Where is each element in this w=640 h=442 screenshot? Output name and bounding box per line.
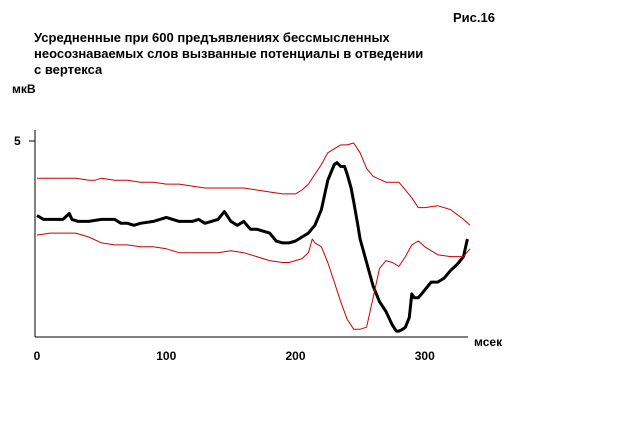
series-line-mean [36, 161, 469, 333]
series-line-upper [37, 142, 471, 226]
y-tick-label: 5 [14, 134, 21, 148]
figure-label: Рис.16 [453, 10, 495, 25]
x-tick-label: 200 [285, 349, 305, 363]
chart-title: Усредненные при 600 предъявлениях бессмы… [34, 30, 424, 77]
x-axis-title: мсек [474, 335, 503, 349]
y-axis-title: мкВ [12, 82, 36, 96]
x-tick-label: 300 [415, 349, 435, 363]
x-tick-label: 100 [156, 349, 176, 363]
series-line-lower [36, 232, 471, 330]
x-tick-label: 0 [34, 349, 41, 363]
